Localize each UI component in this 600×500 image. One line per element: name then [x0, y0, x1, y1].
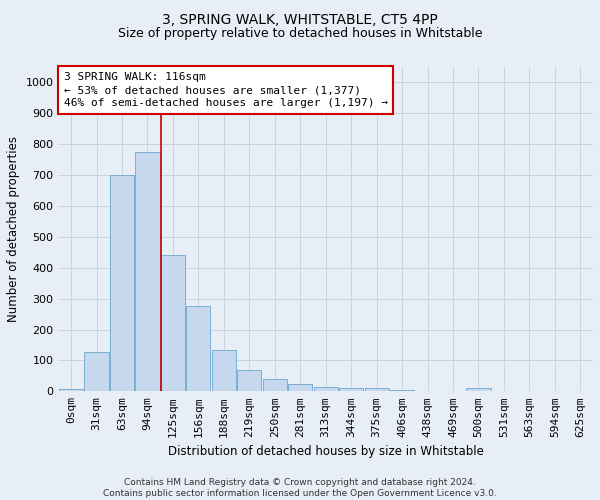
- Bar: [110, 175, 134, 392]
- Text: Size of property relative to detached houses in Whitstable: Size of property relative to detached ho…: [118, 28, 482, 40]
- Bar: [263, 379, 287, 392]
- Text: 3, SPRING WALK, WHITSTABLE, CT5 4PP: 3, SPRING WALK, WHITSTABLE, CT5 4PP: [162, 12, 438, 26]
- Y-axis label: Number of detached properties: Number of detached properties: [7, 136, 20, 322]
- Bar: [187, 306, 211, 392]
- Bar: [288, 384, 313, 392]
- Text: 3 SPRING WALK: 116sqm
← 53% of detached houses are smaller (1,377)
46% of semi-d: 3 SPRING WALK: 116sqm ← 53% of detached …: [64, 72, 388, 108]
- X-axis label: Distribution of detached houses by size in Whitstable: Distribution of detached houses by size …: [168, 445, 484, 458]
- Bar: [161, 256, 185, 392]
- Bar: [314, 388, 338, 392]
- Bar: [59, 389, 83, 392]
- Bar: [237, 370, 262, 392]
- Bar: [212, 350, 236, 392]
- Bar: [136, 152, 160, 392]
- Bar: [339, 388, 363, 392]
- Bar: [390, 390, 414, 392]
- Text: Contains HM Land Registry data © Crown copyright and database right 2024.
Contai: Contains HM Land Registry data © Crown c…: [103, 478, 497, 498]
- Bar: [365, 388, 389, 392]
- Bar: [466, 388, 491, 392]
- Bar: [85, 352, 109, 392]
